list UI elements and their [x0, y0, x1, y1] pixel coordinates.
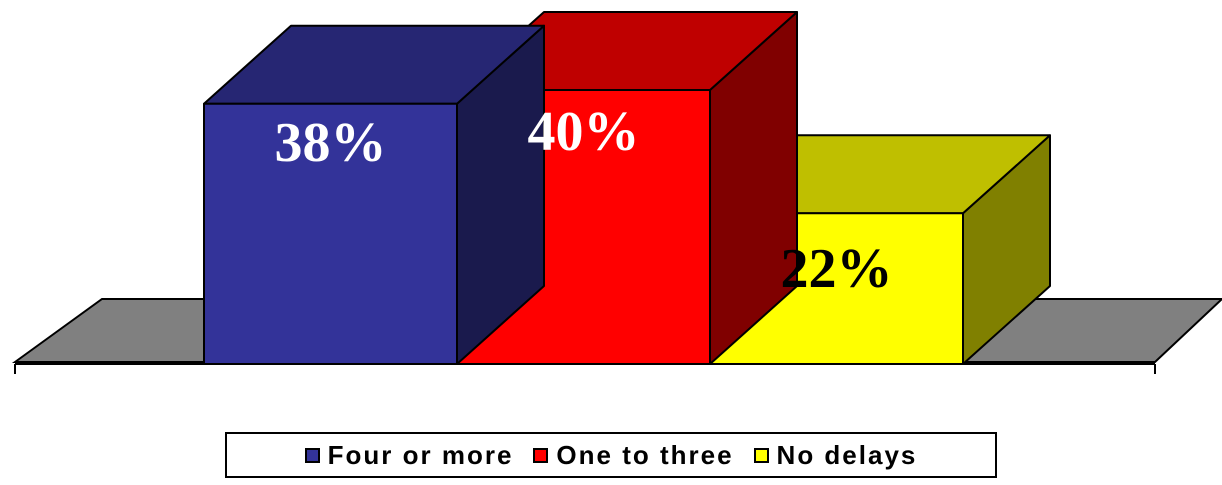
- legend-swatch-no-delays: [753, 447, 769, 463]
- legend-label-no-delays: No delays: [776, 439, 918, 470]
- legend-item-one-to-three: One to three: [533, 440, 733, 471]
- data-label-one-to-three: 40%: [528, 101, 640, 163]
- legend-item-no-delays: No delays: [753, 439, 918, 471]
- legend-item-four-or-more: Four or more: [304, 439, 514, 471]
- legend-label-one-to-three: One to three: [556, 439, 734, 470]
- legend-label-four-or-more: Four or more: [327, 439, 514, 470]
- data-label-four-or-more: 38%: [275, 112, 387, 174]
- chart-legend: Four or more One to three No delays: [225, 432, 997, 478]
- data-label-no-delays: 22%: [781, 238, 893, 300]
- legend-swatch-four-or-more: [304, 447, 320, 463]
- legend-swatch-one-to-three: [533, 447, 549, 463]
